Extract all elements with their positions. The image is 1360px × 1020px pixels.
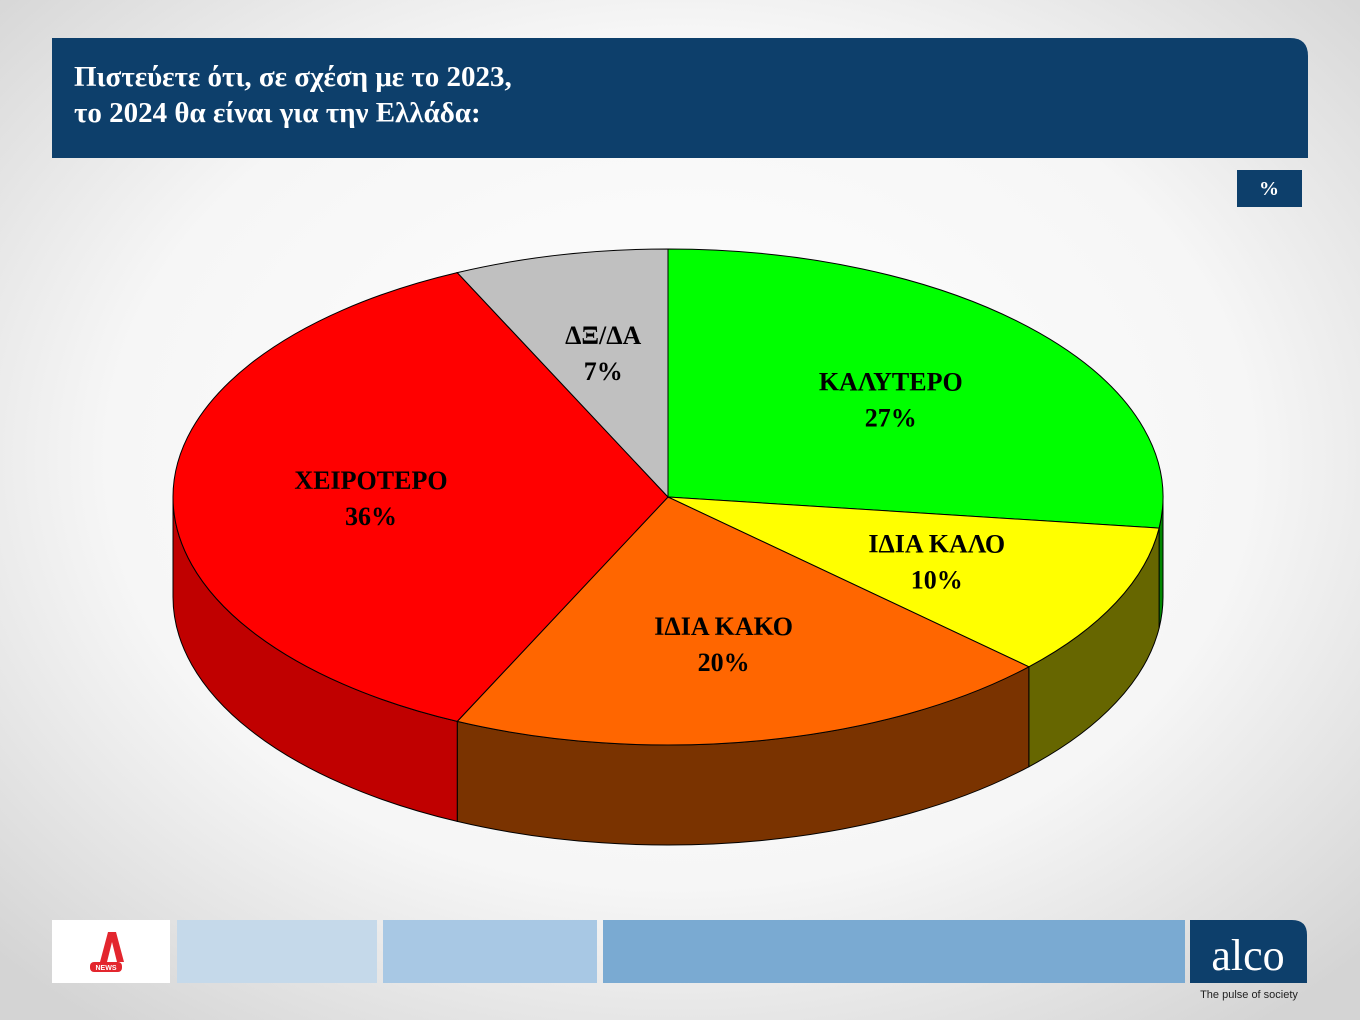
pie: ΚΑΛΥΤΕΡΟ 27% ΙΔΙΑ ΚΑΛΟ 10% ΙΔΙΑ ΚΑΚΟ 20% ΧΕΙΡΟ… <box>172 248 1164 846</box>
unit-badge <box>1237 170 1302 207</box>
news-logo-text: NEWS <box>96 965 117 972</box>
slice <box>667 496 1160 668</box>
unit-badge-text: % <box>1259 178 1279 200</box>
slice <box>456 496 1030 746</box>
value-label: 10% <box>911 565 963 594</box>
news-logo-tag <box>90 962 122 972</box>
slice-label: ΚΑΛΥΤΕΡΟ <box>819 368 963 397</box>
slice-label: ΙΔΙΑ ΚΑΚΟ <box>654 612 793 641</box>
title-line: Πιστεύετε ότι, σε σχέση με το 2023, <box>74 61 512 93</box>
slice <box>172 272 669 722</box>
value-label: 7% <box>584 357 623 386</box>
slice-label: ΧΕΙΡΟΤΕΡΟ <box>294 466 447 495</box>
news-logo <box>100 932 124 962</box>
brand-box <box>1190 920 1307 983</box>
header-bar <box>52 38 1308 158</box>
slice-label: ΔΞ/ΔΑ <box>565 321 641 350</box>
tagline: The pulse of society <box>1200 989 1298 1001</box>
title-line: το 2024 θα είναι για την Ελλάδα: <box>74 97 481 129</box>
value-label: 20% <box>698 648 750 677</box>
slice <box>667 248 1164 529</box>
footer-band <box>177 920 377 983</box>
slice <box>456 248 669 499</box>
slice-label: ΙΔΙΑ ΚΑΛΟ <box>868 529 1005 558</box>
news-logo-box <box>52 920 170 983</box>
brand: alco <box>1211 931 1284 980</box>
footer-band <box>603 920 1185 983</box>
value-label: 27% <box>865 404 917 433</box>
value-label: 36% <box>345 502 397 531</box>
footer-band <box>383 920 597 983</box>
